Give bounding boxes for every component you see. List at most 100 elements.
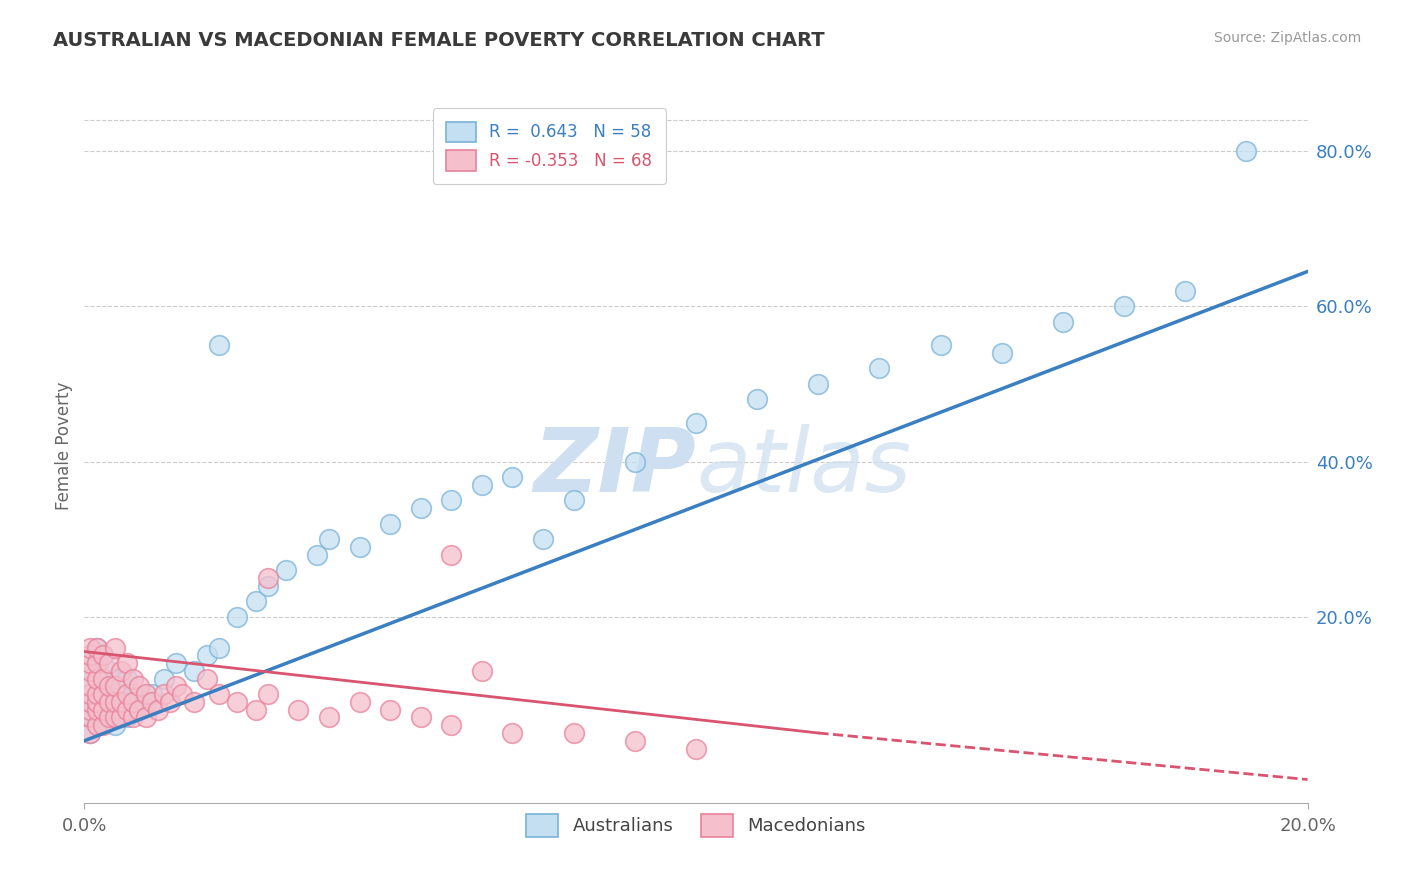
Point bbox=[104, 695, 127, 709]
Point bbox=[91, 680, 114, 694]
Point bbox=[91, 687, 114, 701]
Point bbox=[91, 648, 114, 663]
Y-axis label: Female Poverty: Female Poverty bbox=[55, 382, 73, 510]
Point bbox=[79, 664, 101, 678]
Point bbox=[245, 594, 267, 608]
Point bbox=[122, 695, 145, 709]
Point bbox=[747, 392, 769, 407]
Point bbox=[226, 695, 249, 709]
Point bbox=[172, 687, 194, 701]
Point bbox=[86, 656, 108, 670]
Point bbox=[135, 695, 157, 709]
Point bbox=[104, 640, 127, 655]
Text: AUSTRALIAN VS MACEDONIAN FEMALE POVERTY CORRELATION CHART: AUSTRALIAN VS MACEDONIAN FEMALE POVERTY … bbox=[53, 31, 825, 50]
Point bbox=[153, 687, 176, 701]
Point bbox=[104, 695, 127, 709]
Point bbox=[122, 687, 145, 701]
Point bbox=[97, 656, 120, 670]
Point bbox=[869, 361, 891, 376]
Point bbox=[409, 501, 432, 516]
Point bbox=[208, 687, 231, 701]
Point bbox=[685, 741, 707, 756]
Point bbox=[929, 338, 952, 352]
Point bbox=[115, 703, 138, 717]
Text: ZIP: ZIP bbox=[533, 424, 696, 511]
Point bbox=[146, 703, 169, 717]
Point bbox=[562, 493, 585, 508]
Text: atlas: atlas bbox=[696, 425, 911, 510]
Point bbox=[115, 687, 138, 701]
Point bbox=[287, 703, 309, 717]
Point bbox=[276, 563, 298, 577]
Point bbox=[349, 540, 371, 554]
Point bbox=[257, 579, 280, 593]
Point bbox=[110, 680, 132, 694]
Point bbox=[115, 710, 138, 724]
Point bbox=[110, 703, 132, 717]
Point bbox=[86, 718, 108, 732]
Point bbox=[1236, 145, 1258, 159]
Point bbox=[159, 695, 181, 709]
Point bbox=[97, 703, 120, 717]
Point bbox=[97, 710, 120, 724]
Text: Source: ZipAtlas.com: Source: ZipAtlas.com bbox=[1213, 31, 1361, 45]
Point bbox=[110, 664, 132, 678]
Point bbox=[440, 493, 463, 508]
Point bbox=[195, 648, 218, 663]
Point bbox=[153, 672, 176, 686]
Point bbox=[79, 726, 101, 740]
Point bbox=[104, 672, 127, 686]
Point bbox=[349, 695, 371, 709]
Point bbox=[79, 648, 101, 663]
Point bbox=[409, 710, 432, 724]
Point bbox=[86, 640, 108, 655]
Point bbox=[79, 695, 101, 709]
Point bbox=[208, 640, 231, 655]
Point bbox=[79, 640, 101, 655]
Point bbox=[195, 672, 218, 686]
Point bbox=[305, 548, 328, 562]
Point bbox=[79, 687, 101, 701]
Point bbox=[115, 656, 138, 670]
Point bbox=[104, 718, 127, 732]
Point bbox=[86, 656, 108, 670]
Point bbox=[141, 695, 163, 709]
Point bbox=[86, 703, 108, 717]
Point bbox=[991, 346, 1014, 360]
Point bbox=[440, 548, 463, 562]
Point bbox=[79, 710, 101, 724]
Point bbox=[91, 718, 114, 732]
Point bbox=[471, 664, 494, 678]
Point bbox=[79, 703, 101, 717]
Point bbox=[128, 680, 150, 694]
Point bbox=[807, 376, 830, 391]
Point bbox=[135, 710, 157, 724]
Point bbox=[318, 532, 340, 546]
Point bbox=[91, 672, 114, 686]
Point bbox=[86, 687, 108, 701]
Point bbox=[440, 718, 463, 732]
Point bbox=[104, 680, 127, 694]
Point bbox=[86, 703, 108, 717]
Point bbox=[208, 338, 231, 352]
Point bbox=[86, 687, 108, 701]
Point bbox=[165, 680, 187, 694]
Point bbox=[624, 454, 647, 468]
Point bbox=[110, 710, 132, 724]
Point bbox=[165, 656, 187, 670]
Point bbox=[79, 672, 101, 686]
Point bbox=[1052, 315, 1074, 329]
Point bbox=[122, 710, 145, 724]
Point bbox=[128, 703, 150, 717]
Point bbox=[257, 571, 280, 585]
Point bbox=[531, 532, 554, 546]
Point bbox=[183, 664, 205, 678]
Point bbox=[79, 726, 101, 740]
Point bbox=[245, 703, 267, 717]
Point bbox=[104, 710, 127, 724]
Point bbox=[115, 672, 138, 686]
Point bbox=[471, 477, 494, 491]
Point bbox=[79, 656, 101, 670]
Point bbox=[685, 416, 707, 430]
Point bbox=[226, 609, 249, 624]
